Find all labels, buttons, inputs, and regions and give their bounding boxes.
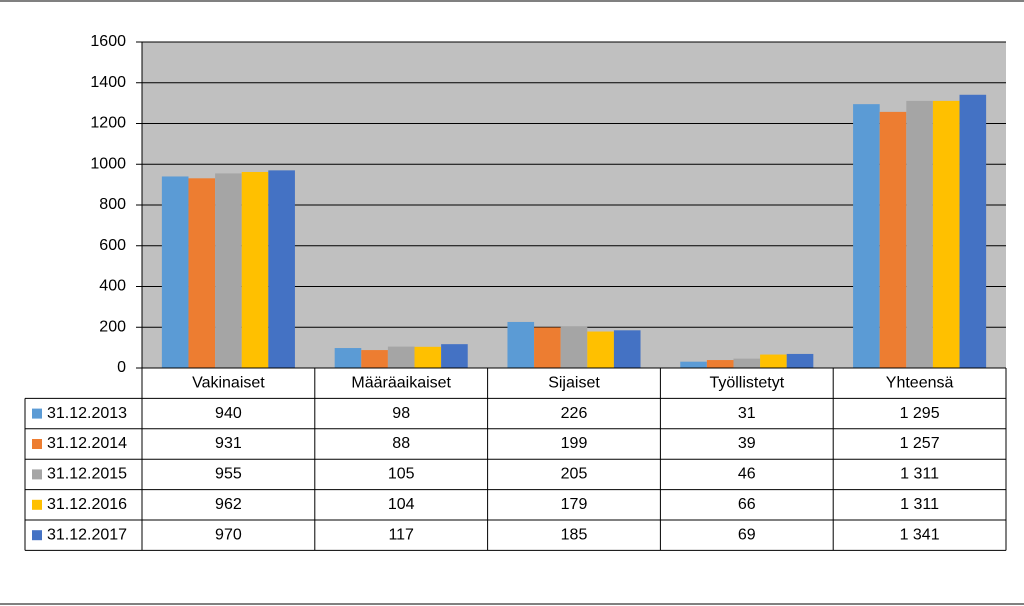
bar (441, 344, 468, 368)
table-value: 1 311 (900, 466, 939, 483)
x-tick-label: Yhteensä (886, 374, 954, 391)
y-tick-label: 600 (99, 237, 126, 254)
table-value: 970 (215, 526, 242, 543)
y-tick-label: 1400 (90, 74, 126, 91)
table-value: 31 (738, 405, 756, 422)
table-value: 117 (388, 526, 414, 543)
bar (733, 358, 761, 368)
table-value: 185 (561, 526, 588, 543)
table-value: 955 (215, 466, 242, 483)
y-tick-label: 400 (99, 278, 126, 295)
y-tick-label: 1200 (90, 115, 126, 132)
bar (334, 348, 362, 368)
table-value: 1 257 (900, 435, 940, 452)
table-value: 66 (738, 496, 756, 513)
bar (879, 111, 907, 368)
table-value: 199 (561, 435, 588, 452)
bar (215, 173, 242, 368)
bar (853, 104, 880, 369)
bar (414, 346, 442, 368)
bar (959, 94, 987, 369)
bar (786, 353, 814, 368)
table-value: 39 (738, 435, 756, 452)
table-value: 69 (738, 526, 756, 543)
legend-key (32, 469, 42, 480)
x-tick-label: Työllistetyt (709, 374, 784, 391)
bar (560, 326, 588, 368)
bar (361, 350, 388, 368)
y-tick-label: 1000 (90, 155, 126, 172)
bar (507, 321, 535, 368)
bar (906, 100, 933, 368)
table-value: 962 (215, 496, 242, 513)
table-value: 931 (215, 435, 242, 452)
y-tick-label: 200 (99, 318, 126, 335)
bar (387, 346, 415, 368)
table-value: 1 341 (900, 526, 940, 543)
x-tick-label: Määräaikaiset (351, 374, 451, 391)
legend-label: 31.12.2015 (47, 466, 127, 483)
legend-label: 31.12.2017 (47, 526, 127, 543)
legend-label: 31.12.2013 (47, 405, 127, 422)
table-value: 105 (388, 466, 415, 483)
y-tick-label: 800 (99, 196, 126, 213)
legend-key (32, 439, 42, 449)
bar (706, 360, 734, 368)
bar (613, 330, 641, 368)
table-value: 205 (561, 466, 588, 483)
y-tick-label: 1600 (90, 33, 126, 50)
bar (268, 170, 295, 368)
table-value: 104 (388, 496, 415, 513)
table-value: 940 (215, 405, 242, 422)
bar (241, 171, 269, 368)
bar (534, 327, 561, 368)
table-value: 1 311 (900, 496, 939, 513)
legend-key (32, 408, 42, 419)
legend-label: 31.12.2016 (47, 496, 127, 513)
table-value: 1 295 (900, 405, 940, 422)
table-value: 226 (561, 405, 588, 422)
bar (760, 354, 787, 368)
table-value: 88 (392, 435, 410, 452)
table-value: 46 (738, 466, 756, 483)
bar (161, 176, 189, 368)
bar (680, 361, 707, 368)
y-tick-label: 0 (117, 359, 126, 376)
bar (587, 331, 614, 368)
table-value: 179 (561, 496, 588, 513)
x-tick-label: Sijaiset (548, 374, 600, 391)
bar (932, 100, 960, 368)
legend-label: 31.12.2014 (47, 435, 127, 452)
bar (188, 178, 216, 368)
legend-key (32, 499, 42, 510)
table-value: 98 (392, 405, 410, 422)
x-tick-label: Vakinaiset (192, 374, 265, 391)
legend-key (32, 530, 42, 541)
